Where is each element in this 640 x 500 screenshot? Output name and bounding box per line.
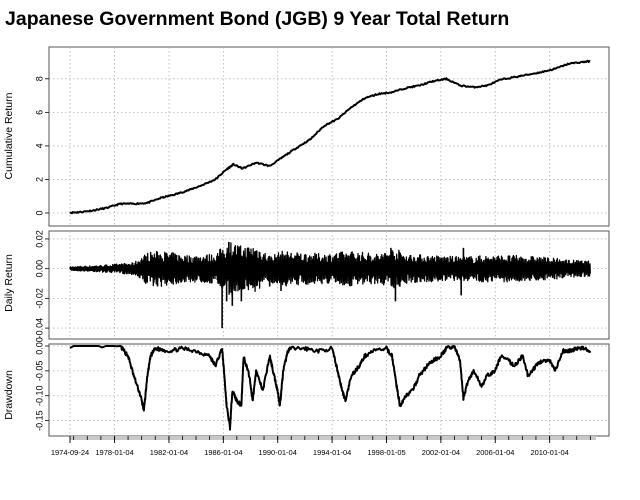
x-tick-label: 1998-01-05 [367,448,405,457]
daily-return-panel: 0.02 0.00 -0.02 -0.04 Daily Return [3,230,610,340]
daily-series-line [69,242,591,297]
y-tick-label: 8 [34,76,44,81]
y-tick-label: 0.00 [34,260,44,278]
y-tick-label: -0.02 [34,288,44,309]
x-tick-label: 2002-01-04 [422,448,460,457]
panel-frame [48,46,610,227]
x-axis: 1974-09-24 1978-01-04 1982-01-04 1986-01-04… [51,436,596,457]
x-tick-label: 1974-09-24 [51,448,89,457]
y-tick-label: -0.10 [34,385,44,406]
drawdown-panel: 0.00 -0.05 -0.10 -0.15 Drawdown [3,337,610,437]
x-tick-label: 1994-01-04 [313,448,351,457]
x-tick-label: 1978-01-04 [95,448,133,457]
y-tick-label: 0 [34,210,44,215]
x-axis-band [70,436,596,440]
y-tick-label: 2 [34,177,44,182]
x-tick-label: 1982-01-04 [150,448,188,457]
y-tick-label: -0.04 [34,318,44,339]
x-tick-label: 1986-01-04 [204,448,242,457]
x-tick-label: 2006-01-04 [476,448,514,457]
cumulative-series-line [69,59,591,215]
panel-frame [48,343,610,437]
y-tick-label: 4 [34,143,44,148]
panel-frame [48,230,610,340]
y-tick-label: 0.02 [34,230,44,248]
y-axis-label: Cumulative Return [3,92,15,179]
y-tick-label: 0.00 [34,337,44,355]
x-tick-label: 2010-01-04 [530,448,568,457]
y-axis-label: Drawdown [3,370,15,420]
cumulative-return-panel: 0 2 4 6 8 Cumulative Return [3,46,610,227]
y-axis-label: Daily Return [3,254,15,312]
y-tick-label: 6 [34,110,44,115]
drawdown-series-line [69,345,592,431]
y-tick-label: -0.15 [34,410,44,431]
chart-title: Japanese Government Bond (JGB) 9 Year To… [5,8,510,30]
y-tick-label: -0.05 [34,361,44,382]
x-tick-label: 1990-01-04 [259,448,297,457]
